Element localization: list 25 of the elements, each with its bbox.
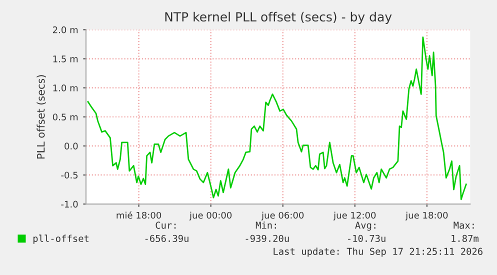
y-tick-label: -0.5 bbox=[61, 172, 78, 179]
text: Last update: Thu Sep 17 21:25:11 2026 bbox=[274, 248, 482, 257]
text: -656.39u bbox=[145, 234, 188, 242]
chart-title: NTP kernel PLL offset (secs) - by day bbox=[165, 12, 392, 24]
text: Cur: bbox=[156, 222, 176, 229]
x-tick-label: jue 12:00 bbox=[333, 212, 376, 220]
y-tick-label: 0.0 bbox=[64, 142, 78, 150]
line-series bbox=[87, 36, 467, 200]
text: Avg: bbox=[355, 222, 376, 231]
y-tick-label: -1.0 bbox=[61, 200, 78, 208]
x-tick-label: jue 00:00 bbox=[189, 212, 232, 220]
y-tick-label: 0.5 m bbox=[52, 114, 78, 120]
text: 1.87m bbox=[452, 234, 478, 242]
y-tick-label: 1.0 m bbox=[53, 84, 78, 92]
text: Min: bbox=[256, 222, 276, 229]
x-tick-label: jue 18:00 bbox=[405, 212, 448, 220]
y-tick-label: 1.5 m bbox=[53, 56, 78, 62]
legend-label: pll-offset bbox=[33, 234, 89, 244]
y-tick-label: 2.0 m bbox=[52, 26, 78, 34]
text: -10.73u bbox=[348, 234, 386, 242]
y-axis-title: PLL offset (secs) bbox=[36, 75, 46, 158]
x-tick-label: jue 06:00 bbox=[261, 212, 304, 220]
text: -939.20u bbox=[246, 234, 289, 242]
text: Max: bbox=[454, 222, 474, 229]
x-tick-label: mié 18:00 bbox=[116, 211, 162, 219]
